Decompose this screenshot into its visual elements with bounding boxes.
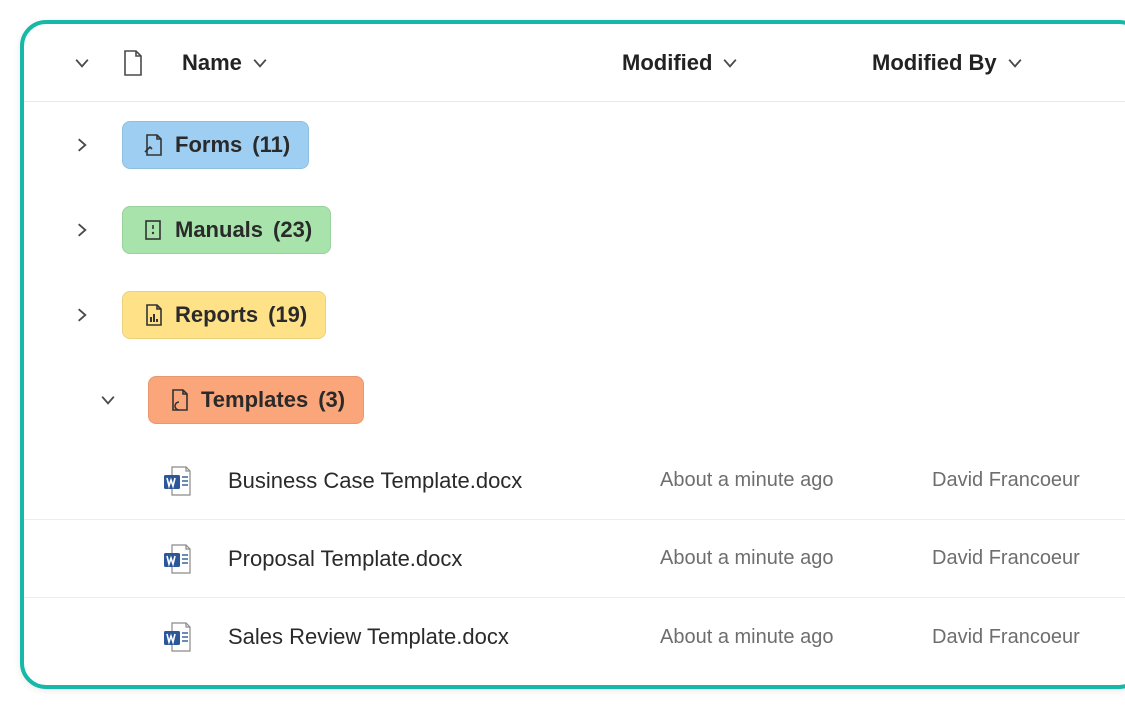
file-row[interactable]: Sales Review Template.docx About a minut… (24, 598, 1125, 676)
folder-label: Forms (175, 132, 242, 158)
file-name[interactable]: Sales Review Template.docx (228, 624, 660, 650)
column-header-name[interactable]: Name (182, 50, 622, 76)
page-icon (122, 50, 144, 76)
word-icon (162, 621, 192, 653)
file-modified: About a minute ago (660, 547, 932, 570)
folder-count: (11) (252, 132, 290, 158)
chevron-down-icon (720, 53, 740, 73)
template-icon (167, 388, 191, 412)
file-type-icon-cell (162, 543, 228, 575)
chevron-down-icon (250, 53, 270, 73)
column-header-modified-label: Modified (622, 50, 712, 76)
folder-row-templates[interactable]: Templates (3) (24, 357, 1125, 442)
folder-label: Manuals (175, 217, 263, 243)
file-list-body: Forms (11) Manuals (23) (24, 102, 1125, 676)
file-list-panel: Name Modified Modified By (20, 20, 1125, 689)
file-modified: About a minute ago (660, 469, 932, 492)
word-icon (162, 543, 192, 575)
file-modified-by: David Francoeur (932, 469, 1125, 492)
word-icon (162, 465, 192, 497)
folder-count: (23) (273, 217, 312, 243)
file-modified: About a minute ago (660, 626, 932, 649)
file-modified-by: David Francoeur (932, 547, 1125, 570)
header-expand-all[interactable] (72, 53, 122, 73)
folder-row-forms[interactable]: Forms (11) (24, 102, 1125, 187)
file-modified-by: David Francoeur (932, 626, 1125, 649)
folder-count: (3) (318, 387, 345, 413)
chevron-right-icon (72, 305, 92, 325)
folder-label: Reports (175, 302, 258, 328)
chevron-right-icon (72, 135, 92, 155)
file-name[interactable]: Proposal Template.docx (228, 546, 660, 572)
header-type-icon-col (122, 50, 182, 76)
folder-pill-templates[interactable]: Templates (3) (148, 376, 364, 424)
file-row[interactable]: Business Case Template.docx About a minu… (24, 442, 1125, 520)
expand-toggle[interactable] (98, 390, 148, 410)
form-icon (141, 133, 165, 157)
folder-label: Templates (201, 387, 308, 413)
expand-toggle[interactable] (72, 305, 122, 325)
report-icon (141, 303, 165, 327)
folder-count: (19) (268, 302, 307, 328)
column-header-modified-by[interactable]: Modified By (872, 50, 1125, 76)
column-header-row: Name Modified Modified By (24, 24, 1125, 102)
folder-pill-reports[interactable]: Reports (19) (122, 291, 326, 339)
column-header-modified[interactable]: Modified (622, 50, 872, 76)
column-header-name-label: Name (182, 50, 242, 76)
chevron-right-icon (72, 220, 92, 240)
expand-toggle[interactable] (72, 220, 122, 240)
chevron-down-icon (72, 53, 92, 73)
folder-row-reports[interactable]: Reports (19) (24, 272, 1125, 357)
file-type-icon-cell (162, 465, 228, 497)
folder-pill-forms[interactable]: Forms (11) (122, 121, 309, 169)
file-type-icon-cell (162, 621, 228, 653)
chevron-down-icon (98, 390, 118, 410)
file-name[interactable]: Business Case Template.docx (228, 468, 660, 494)
expand-toggle[interactable] (72, 135, 122, 155)
manual-icon (141, 218, 165, 242)
file-row[interactable]: Proposal Template.docx About a minute ag… (24, 520, 1125, 598)
column-header-modified-by-label: Modified By (872, 50, 997, 76)
folder-pill-manuals[interactable]: Manuals (23) (122, 206, 331, 254)
chevron-down-icon (1005, 53, 1025, 73)
folder-row-manuals[interactable]: Manuals (23) (24, 187, 1125, 272)
